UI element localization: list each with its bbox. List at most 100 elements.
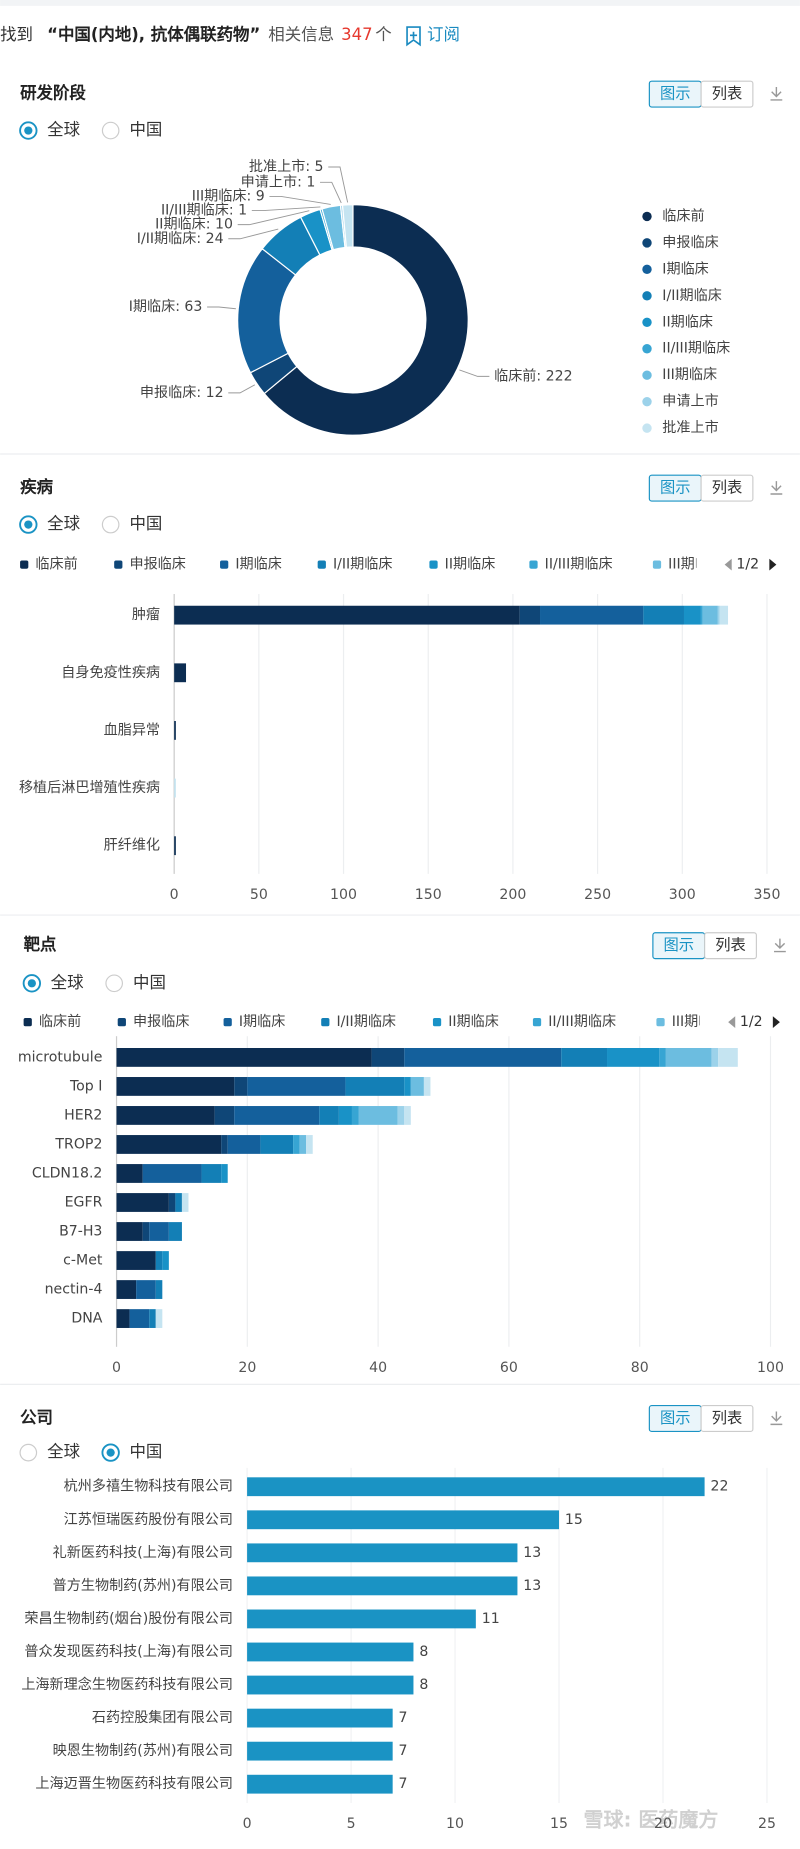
legend-label: II期临床 <box>448 1014 499 1030</box>
radio-dot <box>27 979 36 988</box>
value-label: 13 <box>523 1578 541 1594</box>
bar-segment <box>174 778 176 798</box>
legend-label: I期临床 <box>235 557 282 573</box>
leader-line <box>207 306 236 310</box>
legend-page: 1/2 <box>740 1014 763 1030</box>
radio-label[interactable]: 中国 <box>133 973 166 992</box>
radio-dot <box>106 1448 115 1457</box>
tab-label[interactable]: 图示 <box>660 85 691 103</box>
radio-label[interactable]: 全球 <box>51 973 84 992</box>
bar-segment <box>234 1106 320 1125</box>
bar-segment <box>116 1048 372 1067</box>
leader-line <box>459 369 490 377</box>
legend-next[interactable] <box>769 558 777 571</box>
tab-label[interactable]: 列表 <box>712 85 743 103</box>
legend: 临床前 申报临床 I期临床 I/II期临床 II期临床 II/III期临床 III期临床 申请… <box>20 556 800 573</box>
bar-segment <box>116 1251 156 1270</box>
legend-marker <box>117 1018 126 1027</box>
bar <box>247 1774 393 1794</box>
radio[interactable] <box>19 1443 38 1462</box>
bar-segment <box>293 1135 300 1154</box>
tab[interactable] <box>700 1404 754 1433</box>
bar-segment <box>404 1106 411 1125</box>
tab-label[interactable]: 图示 <box>660 1409 691 1427</box>
x-tick-label: 5 <box>347 1816 356 1832</box>
bar-segment <box>700 605 703 625</box>
slice-label: I/II期临床: 24 <box>137 231 224 247</box>
tab-label[interactable]: 图示 <box>663 936 694 954</box>
y-tick-label: 杭州多禧生物科技有限公司 <box>64 1478 233 1495</box>
subscribe-link[interactable]: 订阅 <box>427 25 460 44</box>
legend-prev[interactable] <box>728 1016 736 1029</box>
header-middle: 相关信息 <box>268 25 334 44</box>
download-icon[interactable] <box>770 481 783 495</box>
bar-segment <box>116 1164 143 1183</box>
bar-segment <box>168 1193 176 1212</box>
tab[interactable] <box>700 80 754 108</box>
bar-segment <box>299 1135 307 1154</box>
tab[interactable] <box>704 932 757 960</box>
slice-label: II期临床: 10 <box>155 217 233 233</box>
legend-marker <box>20 560 29 569</box>
radio-label[interactable]: 全球 <box>47 120 80 139</box>
radio[interactable] <box>101 515 120 534</box>
panel-title: 疾病 <box>20 478 53 497</box>
bar <box>247 1609 476 1629</box>
panel-title: 靶点 <box>24 935 57 954</box>
legend-label: II/III期临床 <box>545 557 613 573</box>
tab-label[interactable]: 列表 <box>715 936 746 954</box>
tab-label[interactable]: 图示 <box>660 479 691 497</box>
download-icon[interactable] <box>770 1411 783 1426</box>
legend-label: 申请上市 <box>662 393 718 410</box>
y-tick-label: 映恩生物制药(苏州)有限公司 <box>53 1743 233 1759</box>
radio-label[interactable]: 全球 <box>47 1442 80 1461</box>
leader-line <box>328 166 349 203</box>
radio[interactable] <box>105 974 124 993</box>
radio-label[interactable]: 全球 <box>47 514 80 533</box>
bar-segment <box>155 1280 163 1299</box>
bar-segment <box>711 1048 719 1067</box>
bar-segment <box>221 1164 228 1183</box>
y-tick-label: DNA <box>71 1311 102 1327</box>
bar-segment <box>423 1077 431 1096</box>
value-label: 15 <box>565 1512 583 1528</box>
download-icon[interactable] <box>774 938 786 953</box>
bar-segment <box>181 1193 189 1212</box>
legend-marker <box>220 560 229 569</box>
bar <box>247 1741 393 1761</box>
bar-segment <box>116 1106 215 1125</box>
legend-next[interactable] <box>772 1016 780 1029</box>
bar-segment <box>234 1077 248 1096</box>
bar-segment <box>404 1048 562 1067</box>
legend-label: I期临床 <box>239 1014 286 1030</box>
subscribe-icon[interactable] <box>406 26 421 47</box>
y-tick-label: 石药控股集团有限公司 <box>92 1709 233 1726</box>
legend-label: 申请上市 <box>792 556 800 573</box>
y-tick-label: 普众发现医药科技(上海)有限公司 <box>24 1644 233 1660</box>
leader-line <box>237 210 310 226</box>
tab[interactable] <box>700 474 754 502</box>
bar-segment <box>221 1135 228 1154</box>
bar-segment <box>306 1135 313 1154</box>
legend-marker <box>642 370 652 380</box>
radio-label[interactable]: 中国 <box>129 514 162 533</box>
donut-slice <box>263 204 469 436</box>
bar-segment <box>168 1222 182 1241</box>
bar-segment <box>174 663 187 683</box>
bar-segment <box>136 1280 156 1299</box>
tab-label[interactable]: 列表 <box>712 479 743 497</box>
tab-label[interactable]: 列表 <box>712 1409 743 1427</box>
radio-label[interactable]: 中国 <box>129 1442 162 1461</box>
download-icon[interactable] <box>770 87 783 101</box>
value-label: 8 <box>419 1644 428 1660</box>
bar-segment <box>397 1106 405 1125</box>
legend-prev[interactable] <box>724 558 732 571</box>
bar <box>247 1510 560 1530</box>
radio[interactable] <box>101 121 120 140</box>
radio-label[interactable]: 中国 <box>129 120 162 139</box>
bar-segment <box>371 1048 405 1067</box>
legend-label: I/II期临床 <box>662 288 722 304</box>
legend-label: I期临床 <box>662 261 709 277</box>
legend-marker <box>642 344 652 354</box>
value-label: 7 <box>399 1710 408 1726</box>
